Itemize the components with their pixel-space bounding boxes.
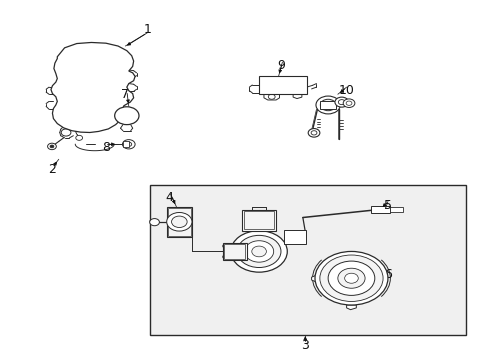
Circle shape (251, 246, 266, 257)
Circle shape (119, 111, 134, 121)
Circle shape (307, 129, 319, 137)
Circle shape (123, 113, 130, 118)
Text: 10: 10 (338, 84, 354, 97)
Circle shape (324, 102, 331, 108)
Circle shape (125, 142, 131, 147)
Circle shape (115, 107, 139, 125)
Bar (259, 76, 306, 94)
Polygon shape (311, 276, 318, 282)
Bar (222, 243, 246, 260)
Bar (284, 230, 305, 244)
Circle shape (343, 99, 354, 108)
Circle shape (244, 241, 273, 262)
Circle shape (50, 145, 54, 148)
Bar (168, 208, 190, 236)
Bar (389, 207, 402, 212)
Bar (319, 101, 336, 109)
Bar (224, 244, 245, 259)
Circle shape (171, 216, 187, 228)
Bar (263, 79, 289, 91)
Text: 4: 4 (165, 192, 173, 204)
Text: 3: 3 (301, 338, 308, 351)
Circle shape (327, 261, 374, 296)
Circle shape (237, 235, 281, 267)
Text: 7: 7 (121, 88, 129, 101)
Bar (242, 210, 276, 231)
Bar (370, 206, 389, 213)
Circle shape (222, 255, 227, 258)
Circle shape (241, 255, 245, 258)
Circle shape (61, 129, 71, 136)
Polygon shape (292, 94, 301, 99)
Circle shape (122, 140, 135, 149)
Polygon shape (51, 42, 135, 132)
Circle shape (315, 96, 340, 114)
Circle shape (344, 273, 358, 283)
Polygon shape (106, 109, 117, 120)
Bar (122, 141, 128, 147)
Polygon shape (346, 305, 356, 310)
Bar (166, 207, 192, 237)
Text: 2: 2 (48, 163, 56, 176)
Text: 8: 8 (102, 141, 110, 154)
Circle shape (346, 101, 351, 105)
Text: 6: 6 (383, 268, 391, 281)
Circle shape (222, 244, 227, 248)
Circle shape (334, 97, 348, 107)
Circle shape (230, 231, 287, 272)
Circle shape (337, 268, 365, 288)
Circle shape (314, 251, 387, 305)
Circle shape (47, 143, 56, 150)
Text: 1: 1 (143, 23, 151, 36)
Bar (149, 185, 465, 336)
Circle shape (338, 100, 345, 105)
Bar (244, 211, 273, 229)
Circle shape (268, 94, 275, 99)
Circle shape (320, 99, 335, 111)
Text: 5: 5 (383, 198, 391, 212)
Text: 9: 9 (277, 59, 285, 72)
Circle shape (310, 131, 316, 135)
Circle shape (76, 135, 82, 140)
Circle shape (149, 219, 159, 226)
Circle shape (166, 212, 192, 231)
Polygon shape (264, 94, 279, 100)
Circle shape (319, 255, 382, 301)
